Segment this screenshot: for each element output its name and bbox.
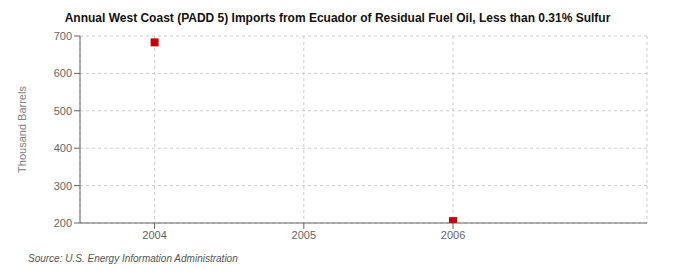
svg-text:400: 400 [54,142,72,154]
svg-text:700: 700 [54,30,72,42]
svg-text:500: 500 [54,105,72,117]
html-text:Annual West Coast (PADD 5) Imp: Annual West Coast (PADD 5) Imports from … [64,11,611,25]
svg-text:300: 300 [54,180,72,192]
svg-text:600: 600 [54,67,72,79]
svg-text:2005: 2005 [292,229,316,241]
svg-text:2004: 2004 [142,229,166,241]
svg-text:Thousand Barrels: Thousand Barrels [16,86,28,173]
html-text:Source: U.S. Energy Informatio: Source: U.S. Energy Information Administ… [28,253,238,264]
svg-text:2006: 2006 [441,229,465,241]
svg-text:200: 200 [54,217,72,229]
